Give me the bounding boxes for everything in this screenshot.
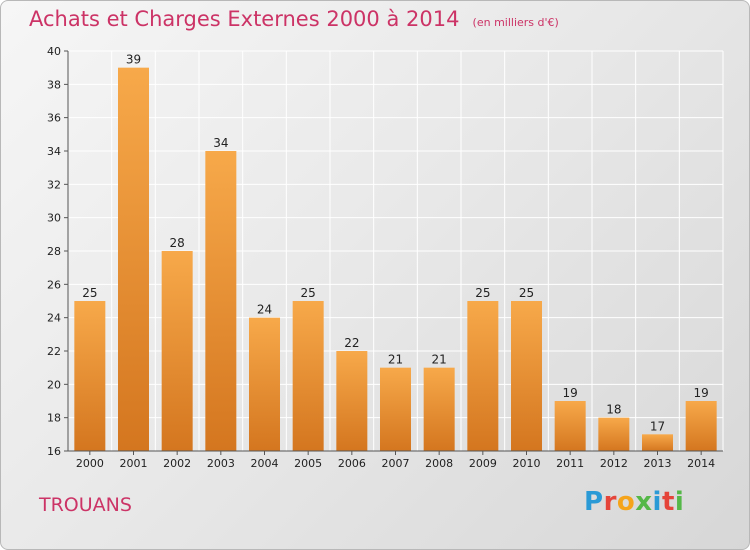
chart-title-row: Achats et Charges Externes 2000 à 2014 (… [29, 7, 559, 31]
bar [249, 317, 280, 451]
x-tick-label: 2001 [120, 457, 148, 470]
bar [642, 434, 673, 451]
x-tick-label: 2012 [600, 457, 628, 470]
x-tick-label: 2006 [338, 457, 366, 470]
logo-letter: i [674, 487, 685, 517]
axes: 16 18 20 22 24 26 28 30 32 34 36 38 40 2000 2001 2002 20… [47, 45, 723, 470]
bar [511, 301, 542, 451]
x-tick-label: 2011 [556, 457, 584, 470]
x-tick-label: 2014 [687, 457, 715, 470]
data-label: 22 [344, 336, 359, 350]
y-tick-label: 22 [47, 345, 61, 358]
x-tick-label: 2002 [163, 457, 191, 470]
y-tick-label: 20 [47, 378, 61, 391]
bar [423, 367, 455, 451]
bar [74, 301, 106, 451]
data-label: 28 [170, 236, 185, 250]
x-tick-label: 2000 [76, 457, 104, 470]
x-tick-label: 2007 [382, 457, 410, 470]
x-tick-label: 2004 [251, 457, 279, 470]
x-tick-label: 2003 [207, 457, 235, 470]
y-tick-label: 38 [47, 78, 61, 91]
y-tick-label: 32 [47, 178, 61, 191]
y-tick-label: 40 [47, 45, 61, 58]
x-tick-label: 2010 [513, 457, 541, 470]
y-tick-label: 26 [47, 278, 61, 291]
data-label: 17 [650, 419, 665, 433]
bar [336, 351, 368, 451]
bar [161, 251, 193, 451]
chart-subtitle: (en milliers d'€) [472, 16, 559, 29]
x-tick-label: 2008 [425, 457, 453, 470]
y-tick-label: 24 [47, 312, 61, 325]
x-tick-label: 2013 [644, 457, 672, 470]
logo-letter: o [616, 487, 636, 517]
logo-letter: t [661, 487, 675, 517]
bar [118, 67, 149, 452]
x-tick-label: 2009 [469, 457, 497, 470]
data-label: 19 [563, 386, 578, 400]
proxiti-logo: Proxiti [584, 487, 684, 517]
x-tick-label: 2005 [294, 457, 322, 470]
y-tick-label: 16 [47, 445, 61, 458]
data-label: 21 [432, 353, 447, 367]
bars: 25 39 28 34 24 25 22 21 21 25 25 19 18 17 19 [74, 53, 717, 452]
y-tick-label: 18 [47, 412, 61, 425]
y-tick-label: 30 [47, 212, 61, 225]
y-tick-label: 36 [47, 112, 61, 125]
data-label: 25 [82, 286, 97, 300]
data-label: 18 [606, 403, 621, 417]
data-label: 25 [475, 286, 490, 300]
bar [205, 151, 237, 451]
bar [598, 417, 630, 451]
logo-letter: r [603, 487, 617, 517]
data-label: 39 [126, 53, 141, 67]
bar [380, 367, 411, 451]
data-label: 25 [519, 286, 534, 300]
data-label: 19 [694, 386, 709, 400]
bar [292, 301, 324, 451]
data-label: 25 [301, 286, 316, 300]
bar [685, 401, 717, 451]
data-label: 24 [257, 303, 272, 317]
data-label: 21 [388, 353, 403, 367]
data-label: 34 [213, 136, 228, 150]
bar [467, 301, 499, 451]
chart-title: Achats et Charges Externes 2000 à 2014 [29, 7, 460, 31]
y-tick-label: 28 [47, 245, 61, 258]
y-tick-label: 34 [47, 145, 61, 158]
logo-letter: x [635, 487, 653, 517]
town-name: TROUANS [39, 494, 132, 516]
bar [554, 401, 586, 451]
logo-letter: i [652, 487, 662, 517]
logo-letter: P [584, 487, 604, 517]
